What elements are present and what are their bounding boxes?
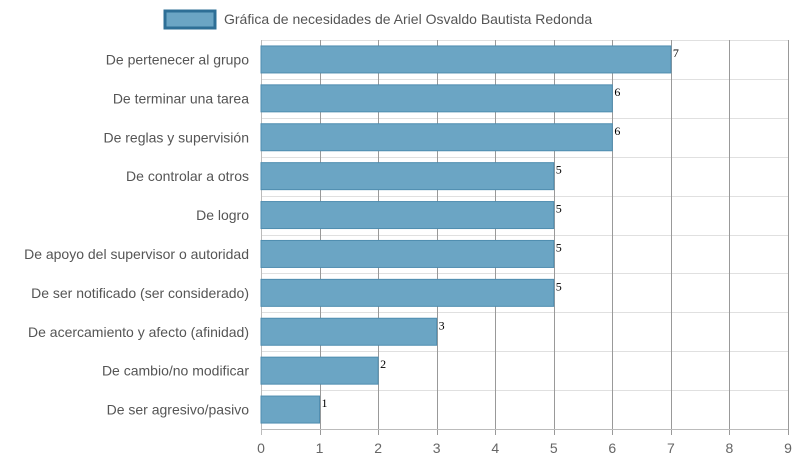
data-labels: 7 6 6 5 5 5 5 3 2 1 [322, 46, 679, 410]
x-tick-label: 0 [257, 440, 265, 456]
bar [260, 45, 672, 74]
category-label: De cambio/no modificar [102, 363, 249, 379]
data-label: 5 [556, 279, 562, 293]
x-tick-label: 9 [784, 440, 792, 456]
bar [260, 162, 555, 191]
x-axis-ticks: 0 1 2 3 4 5 6 7 8 9 [257, 440, 792, 456]
data-label: 5 [556, 163, 562, 177]
x-tick-label: 6 [608, 440, 616, 456]
category-labels: De pertenecer al grupo De terminar una ta… [24, 51, 249, 417]
category-label: De logro [196, 207, 249, 223]
data-label: 5 [556, 202, 562, 216]
bar [260, 278, 555, 307]
bar [260, 395, 321, 424]
data-label: 1 [322, 396, 328, 410]
category-label: De acercamiento y afecto (afinidad) [28, 324, 249, 340]
category-label: De apoyo del supervisor o autoridad [24, 246, 249, 262]
bars [260, 45, 672, 424]
data-label: 7 [673, 46, 679, 60]
bar [260, 317, 438, 346]
bar [260, 239, 555, 268]
data-label: 6 [614, 124, 620, 138]
bar [260, 356, 379, 385]
data-label: 2 [380, 357, 386, 371]
category-label: De pertenecer al grupo [106, 51, 249, 67]
data-label: 5 [556, 240, 562, 254]
category-label: De terminar una tarea [113, 90, 249, 106]
legend: Gráfica de necesidades de Ariel Osvaldo … [163, 9, 592, 30]
category-label: De ser agresivo/pasivo [107, 402, 250, 418]
category-label: De ser notificado (ser considerado) [31, 285, 249, 301]
x-tick-label: 1 [316, 440, 324, 456]
x-tick-label: 2 [374, 440, 382, 456]
x-tick-label: 7 [667, 440, 675, 456]
category-label: De reglas y supervisión [103, 129, 249, 145]
data-label: 3 [439, 318, 445, 332]
category-label: De controlar a otros [126, 168, 249, 184]
legend-label: Gráfica de necesidades de Ariel Osvaldo … [224, 11, 592, 27]
bar [260, 201, 555, 230]
x-tick-label: 8 [726, 440, 734, 456]
x-tick-label: 3 [433, 440, 441, 456]
bar [260, 123, 613, 152]
x-tick-label: 4 [491, 440, 499, 456]
data-label: 6 [614, 85, 620, 99]
bar [260, 84, 613, 113]
x-tick-label: 5 [550, 440, 558, 456]
legend-swatch [163, 9, 217, 30]
